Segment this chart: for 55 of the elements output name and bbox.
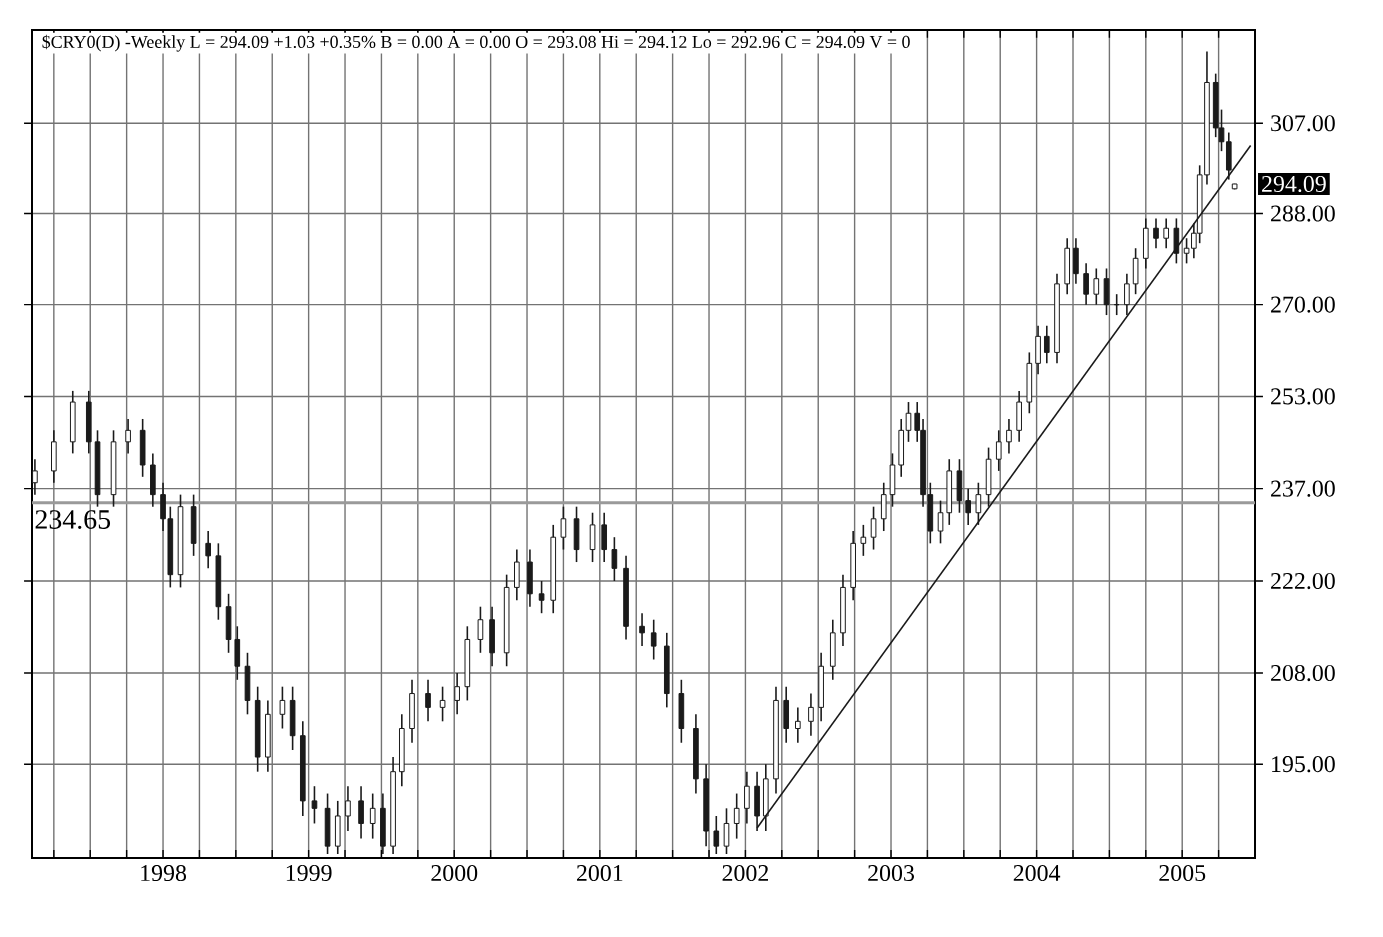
candlestick	[650, 618, 657, 661]
candlestick	[345, 785, 351, 832]
candlestick	[860, 524, 867, 557]
x-tick-label: 2002	[722, 864, 768, 882]
candlestick	[1043, 324, 1050, 365]
ref-line-label: 234.65	[35, 510, 111, 530]
candlestick	[454, 672, 460, 716]
x-tick-label: 2005	[1159, 864, 1206, 882]
y-tick-label: 288.00	[1271, 205, 1335, 222]
candlestick	[965, 487, 972, 526]
candlestick	[713, 815, 720, 855]
candlestick	[611, 536, 618, 582]
candlestick	[1093, 267, 1100, 306]
x-tick-label: 1999	[286, 864, 332, 881]
annotation: 294.09	[1262, 175, 1326, 193]
x-tick-label: 2001	[576, 864, 623, 882]
chart-title: $CRY0(D) -Weekly L = 294.09 +1.03 +0.35% B = 0.00 A = 0.00 O = 293.08 Hi = 294.12 Lo = 292.96 C = 294.09 V = 0	[42, 34, 910, 52]
candlestick	[1163, 217, 1170, 250]
x-tick-label: 1998	[141, 864, 187, 882]
candlestick	[125, 418, 131, 455]
y-tick-label: 270.00	[1271, 296, 1335, 313]
candlestick	[205, 530, 211, 570]
y-tick-label: 307.00	[1271, 115, 1335, 132]
candlestick	[733, 792, 740, 840]
candlestick	[1153, 217, 1159, 250]
y-tick-label: 237.00	[1271, 480, 1335, 497]
candlestick	[808, 692, 814, 737]
candlestick	[795, 706, 801, 744]
candlestick	[369, 792, 376, 840]
candlestick	[1083, 262, 1089, 306]
candlestick	[975, 481, 982, 526]
y-tick-label: 195.00	[1272, 756, 1335, 773]
candlestick	[439, 685, 446, 723]
x-tick-label: 2000	[431, 864, 478, 882]
y-tick-label: 208.00	[1271, 664, 1335, 682]
candlestick	[744, 770, 750, 825]
candlestick	[1124, 272, 1130, 316]
y-tick-label: 253.00	[1271, 388, 1335, 405]
candlestick	[358, 785, 364, 840]
candlestick	[937, 499, 944, 545]
candlestick	[870, 505, 877, 551]
x-tick-label: 2003	[868, 864, 914, 882]
candlestick	[560, 505, 567, 551]
candlestick	[1006, 418, 1012, 455]
candlestick	[425, 678, 431, 723]
y-tick-label: 222.00	[1271, 572, 1335, 590]
candlestick	[995, 429, 1002, 472]
candlestick	[477, 605, 484, 654]
candlestick	[639, 612, 645, 647]
candlestick	[538, 580, 545, 614]
candlestick	[311, 785, 318, 825]
candlestick	[723, 807, 730, 855]
x-tick-label: 2004	[1013, 864, 1061, 882]
candlestick	[279, 685, 286, 730]
candlestick	[32, 458, 38, 496]
